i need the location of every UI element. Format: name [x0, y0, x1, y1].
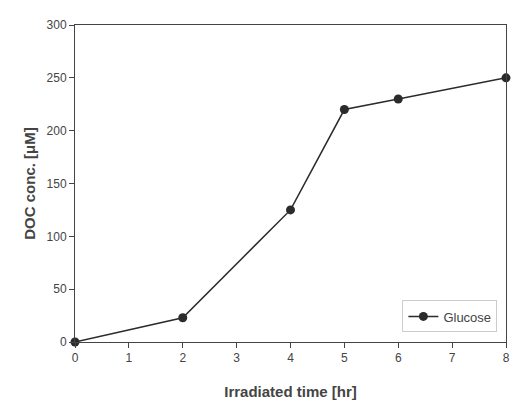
- svg-text:250: 250: [47, 71, 67, 85]
- svg-text:3: 3: [233, 351, 240, 365]
- svg-text:0: 0: [60, 335, 67, 349]
- svg-text:1: 1: [126, 351, 133, 365]
- svg-text:2: 2: [179, 351, 186, 365]
- svg-text:7: 7: [449, 351, 456, 365]
- svg-text:5: 5: [341, 351, 348, 365]
- svg-text:300: 300: [47, 18, 67, 32]
- svg-text:100: 100: [47, 230, 67, 244]
- svg-text:Irradiated time [hr]: Irradiated time [hr]: [224, 383, 357, 400]
- svg-text:DOC conc. [μM]: DOC conc. [μM]: [21, 127, 38, 240]
- svg-text:50: 50: [53, 282, 67, 296]
- svg-text:200: 200: [47, 124, 67, 138]
- svg-text:4: 4: [287, 351, 294, 365]
- svg-text:0: 0: [72, 351, 79, 365]
- svg-text:Glucose: Glucose: [443, 310, 491, 325]
- svg-text:150: 150: [47, 177, 67, 191]
- svg-text:6: 6: [395, 351, 402, 365]
- svg-text:8: 8: [503, 351, 510, 365]
